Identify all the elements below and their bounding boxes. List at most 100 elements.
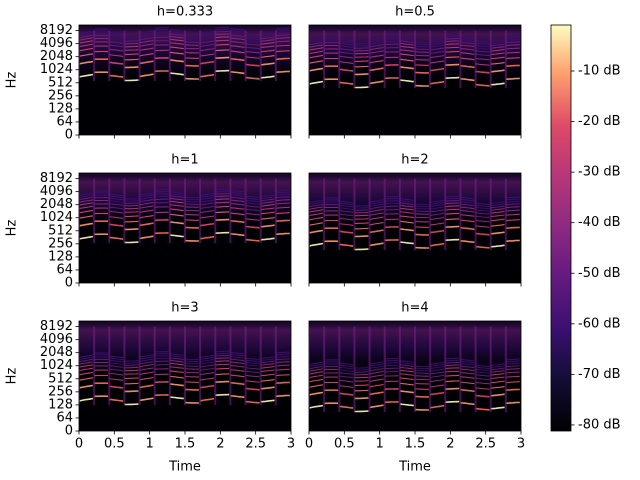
harmonic	[309, 41, 323, 46]
harmonic	[200, 35, 215, 39]
harmonic	[490, 380, 505, 384]
harmonic	[169, 51, 184, 55]
harmonic	[309, 199, 323, 204]
harmonic	[230, 358, 245, 362]
harmonic	[399, 220, 414, 224]
harmonic	[79, 222, 94, 227]
harmonic	[414, 64, 429, 66]
harmonic	[490, 82, 505, 86]
harmonic	[184, 371, 199, 374]
harmonic	[505, 203, 520, 206]
harmonic	[309, 60, 323, 64]
harmonic	[230, 37, 245, 41]
x-tick-label: 0	[305, 437, 313, 452]
harmonic	[275, 27, 290, 30]
harmonic	[490, 376, 505, 380]
harmonic	[460, 371, 475, 375]
harmonic	[460, 64, 475, 69]
harmonic	[169, 357, 184, 361]
colorbar-tick-label: -20 dB	[578, 114, 621, 129]
harmonic	[460, 358, 475, 362]
harmonic	[139, 367, 154, 371]
harmonic	[124, 360, 139, 362]
harmonic	[475, 47, 490, 50]
harmonic	[369, 50, 384, 54]
harmonic	[475, 364, 490, 368]
harmonic	[169, 362, 184, 366]
harmonic	[109, 200, 124, 203]
harmonic	[339, 45, 354, 48]
harmonic	[460, 376, 475, 379]
harmonic	[260, 369, 275, 373]
harmonic	[369, 383, 384, 388]
harmonic	[245, 212, 260, 216]
harmonic	[260, 358, 275, 362]
harmonic	[445, 212, 460, 215]
harmonic	[184, 64, 199, 67]
harmonic	[200, 354, 215, 358]
x-tick-label: 0.5	[334, 437, 355, 452]
harmonic	[169, 353, 184, 356]
harmonic	[505, 219, 520, 222]
harmonic	[79, 192, 93, 197]
harmonic	[445, 50, 460, 53]
harmonic	[339, 379, 354, 383]
harmonic	[445, 35, 460, 38]
harmonic	[275, 199, 290, 202]
harmonic	[260, 211, 275, 215]
harmonic	[460, 39, 475, 42]
harmonic	[79, 199, 93, 203]
harmonic	[460, 34, 475, 38]
harmonic	[230, 207, 245, 210]
harmonic	[475, 53, 490, 57]
harmonic	[275, 353, 290, 356]
harmonic	[230, 199, 245, 203]
x-tick-label: 2	[216, 437, 224, 452]
harmonic	[369, 206, 384, 210]
colorbar-tick-label: -80 dB	[578, 417, 621, 432]
harmonic	[430, 209, 445, 213]
harmonic	[309, 374, 323, 379]
harmonic	[490, 231, 505, 235]
harmonic	[445, 380, 460, 383]
harmonic	[215, 198, 230, 201]
harmonic	[169, 366, 184, 369]
y-tick-label: 512	[48, 75, 73, 90]
harmonic	[309, 80, 324, 85]
harmonic	[275, 232, 290, 236]
harmonic	[414, 220, 429, 223]
harmonic	[399, 382, 414, 386]
harmonic	[369, 229, 384, 234]
harmonic	[109, 74, 124, 78]
harmonic	[260, 201, 275, 204]
harmonic	[275, 361, 290, 364]
x-tick-label: 3	[287, 437, 295, 452]
harmonic	[200, 215, 215, 219]
harmonic	[505, 198, 520, 201]
harmonic	[475, 70, 490, 74]
harmonic	[309, 361, 323, 366]
spectrogram-texture	[79, 326, 290, 406]
harmonic	[475, 368, 490, 372]
panel-title: h=3	[171, 301, 198, 316]
harmonic	[109, 372, 124, 376]
harmonic	[79, 60, 94, 65]
harmonic	[475, 377, 490, 381]
harmonic	[414, 51, 429, 53]
harmonic	[430, 384, 445, 388]
harmonic	[445, 40, 460, 43]
harmonic	[79, 43, 93, 48]
harmonic	[309, 384, 323, 388]
harmonic	[79, 364, 93, 368]
harmonic	[260, 224, 275, 228]
harmonic	[79, 215, 93, 219]
harmonic	[230, 191, 245, 195]
harmonic	[430, 361, 445, 365]
harmonic	[460, 47, 475, 51]
harmonic	[260, 237, 275, 241]
harmonic	[460, 44, 475, 48]
harmonic	[460, 402, 475, 406]
harmonic	[309, 209, 323, 213]
harmonic	[245, 205, 260, 208]
harmonic	[275, 34, 290, 37]
